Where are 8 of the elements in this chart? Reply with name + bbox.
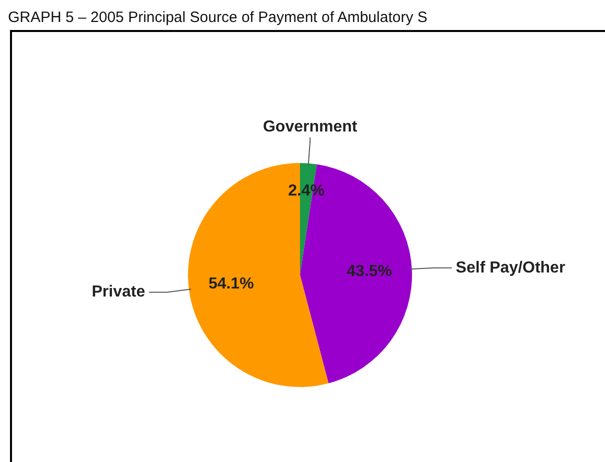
chart-title: GRAPH 5 – 2005 Principal Source of Payment of Ambulatory S [8,8,428,28]
slice-label: Government [262,118,358,136]
slice-label: Self Pay/Other [456,259,566,276]
slice-label: Private [92,284,146,301]
data-label: 54.1% [208,275,254,292]
data-label: 2.4% [288,182,325,200]
data-label: 43.5% [346,262,392,280]
pie-slice [188,163,329,387]
